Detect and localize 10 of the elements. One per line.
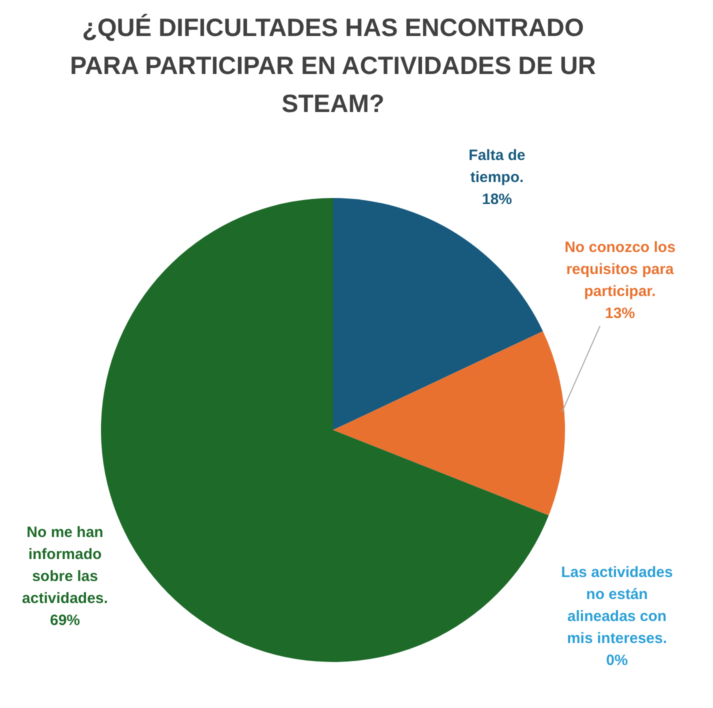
data-label: 69% bbox=[50, 612, 80, 629]
text: 0% bbox=[606, 652, 628, 669]
category-label: Las actividades no están alineadas con mis intereses. bbox=[561, 564, 673, 647]
slice-label: No me han informado sobre las actividades. bbox=[22, 524, 108, 607]
data-label: 13% bbox=[604, 305, 636, 322]
chart-title: ¿QUÉ DIFICULTADES HAS ENCONTRADO PARA PARTICIPAR EN ACTIVIDADES DE UR STEAM? bbox=[70, 13, 596, 118]
slice-label: No conozco los requisitos para participar. bbox=[564, 239, 676, 300]
data-label: 18% bbox=[482, 191, 512, 208]
slice-label: Falta de tiempo. bbox=[468, 147, 526, 186]
pie-slice bbox=[333, 331, 565, 516]
